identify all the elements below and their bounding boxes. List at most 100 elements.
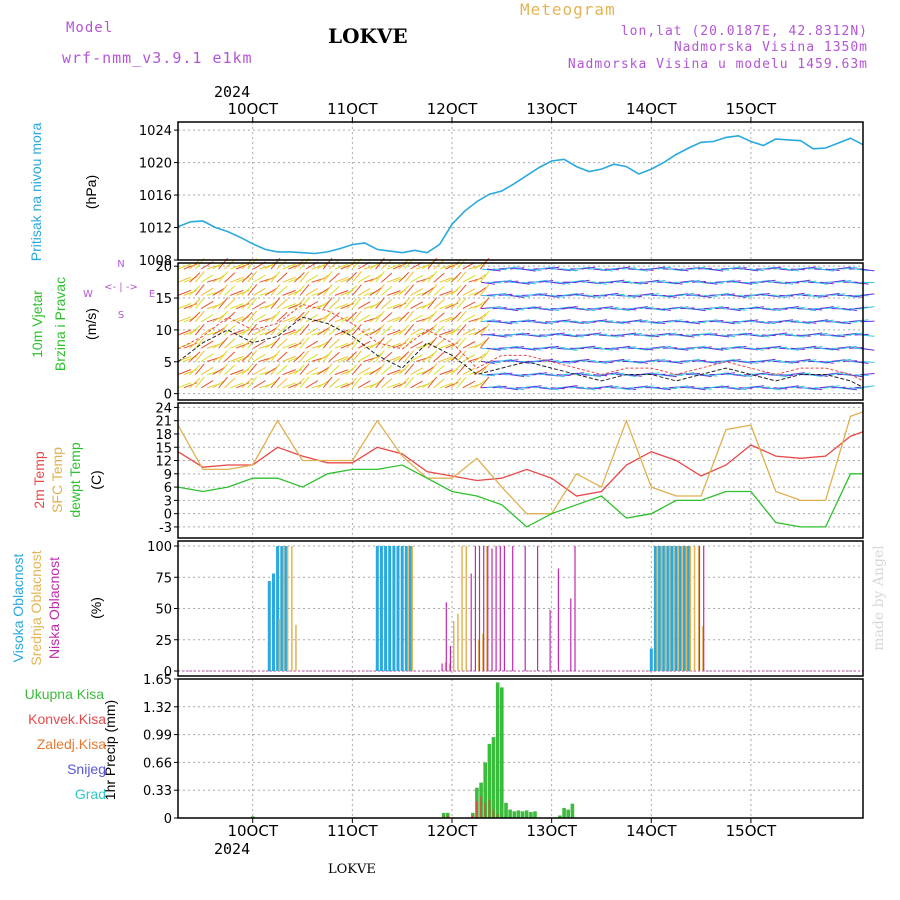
- wind-barb: [439, 316, 453, 323]
- cloud-mid-bar: [693, 546, 696, 671]
- wind-barb: [334, 382, 349, 389]
- wind-barb: [387, 263, 401, 270]
- cloud-low-bar: [449, 646, 451, 671]
- wind-barb: [450, 364, 462, 375]
- wind-barb: [357, 274, 371, 283]
- wind-barb: [492, 372, 507, 376]
- wind-barb: [639, 334, 654, 338]
- wind-barb: [657, 266, 672, 270]
- wind-barb: [598, 320, 613, 323]
- wind-barb: [773, 346, 788, 349]
- y-tick-label: 18: [155, 428, 172, 443]
- precip-conv-bar: [476, 801, 478, 818]
- wind-barb: [556, 319, 571, 323]
- wind-barb: [439, 356, 453, 362]
- wind-barb: [843, 266, 858, 270]
- wind-barb: [410, 380, 423, 389]
- wind-barb: [581, 266, 596, 270]
- wind-barb: [433, 351, 445, 362]
- wind-barb: [616, 308, 631, 312]
- wind-barb: [224, 298, 236, 309]
- wind-barb: [510, 294, 525, 298]
- wind-barb: [510, 308, 525, 311]
- y-tick-label: 15: [155, 441, 172, 456]
- wind-barb: [381, 338, 393, 349]
- wind-barb: [825, 334, 840, 338]
- cloud-mid-bar: [689, 546, 692, 671]
- wind-barb: [404, 350, 415, 362]
- wind-barb: [556, 268, 571, 272]
- wind-barb: [604, 347, 619, 350]
- wind-barb: [189, 351, 201, 362]
- wind-barb: [346, 285, 357, 296]
- wind-barb: [527, 268, 542, 271]
- wind-barb: [375, 336, 385, 349]
- wind-barb: [556, 360, 571, 364]
- wind-barb: [825, 385, 840, 389]
- wind-barb: [189, 377, 201, 389]
- wind-barb: [715, 372, 730, 376]
- cloud-low-bar: [441, 663, 443, 671]
- wind-barb: [680, 386, 695, 389]
- wind-barb: [837, 308, 852, 311]
- cloud-mid-bar: [660, 546, 663, 671]
- wind-barb: [674, 268, 689, 272]
- precip-total-bar: [504, 802, 508, 818]
- legend-total: Ukupna Kisa: [24, 686, 104, 702]
- wind-barb: [633, 360, 648, 364]
- wind-barb: [854, 374, 869, 376]
- wind-barb: [633, 268, 648, 272]
- wind-barb: [726, 266, 741, 270]
- wind-barb: [381, 378, 393, 389]
- wind-barb: [375, 270, 385, 283]
- wind-barb: [544, 345, 559, 349]
- wind-barb: [410, 274, 423, 283]
- wind-barb: [633, 319, 648, 323]
- wind-barb: [177, 316, 192, 323]
- wind-barb: [346, 351, 357, 362]
- wind-barb: [686, 279, 701, 283]
- wind-barb: [556, 374, 571, 376]
- wind-barb: [230, 263, 244, 270]
- wind-barb: [224, 311, 236, 323]
- cloud-mid-bar: [681, 546, 683, 671]
- wind-barb: [587, 332, 602, 336]
- wind-barb: [264, 313, 278, 323]
- cloud-mid-bar: [477, 639, 480, 672]
- wind-barb: [533, 279, 548, 283]
- wind-barb: [241, 311, 253, 323]
- wind-barb: [375, 376, 385, 389]
- cloud-low-bar: [503, 546, 505, 671]
- wind-barb: [796, 293, 811, 296]
- wind-barb: [657, 345, 671, 349]
- wind-barb: [433, 312, 445, 323]
- wind-barb: [750, 293, 765, 296]
- legend-snow: Snijeg: [67, 761, 106, 777]
- wind-barb: [410, 354, 423, 362]
- wind-barb: [779, 360, 794, 364]
- y-tick-label: 20: [155, 260, 172, 275]
- wind-barb: [421, 287, 435, 296]
- wind-barb: [564, 268, 579, 272]
- cloud-high-bar: [683, 546, 686, 671]
- wind-barb: [195, 310, 205, 323]
- wind-barb: [639, 385, 654, 389]
- model-label: Model: [66, 20, 114, 36]
- wind-barb: [270, 310, 281, 323]
- wind-barb: [351, 310, 362, 323]
- y-tick-label: 10: [155, 324, 172, 339]
- wind-barb: [346, 272, 357, 283]
- y-tick-label: 100: [147, 540, 172, 555]
- wind-barb: [645, 293, 660, 296]
- wind-barb: [474, 300, 487, 310]
- wind-barb: [421, 300, 435, 310]
- wind-barb: [328, 325, 340, 336]
- cloud-low-bar: [499, 546, 501, 671]
- wind-barb: [387, 342, 401, 349]
- wind-barb: [456, 376, 467, 389]
- wind-barb: [264, 274, 278, 283]
- wind-barb: [241, 298, 253, 309]
- wind-barb: [410, 301, 423, 310]
- wind-barb: [767, 345, 782, 349]
- wind-barb: [369, 340, 382, 349]
